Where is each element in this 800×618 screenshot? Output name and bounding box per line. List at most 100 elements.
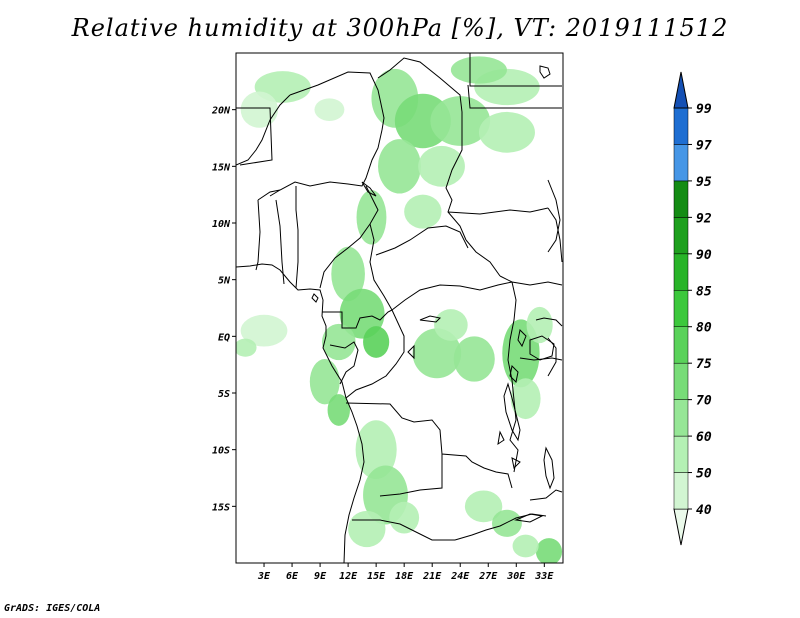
humidity-patch [404,194,442,229]
border-kenya-uganda [535,317,563,327]
colorbar-label: 50 [696,467,712,482]
humidity-patch [236,338,257,357]
colorbar-box [673,290,689,327]
y-tick-label: 20N [211,106,231,117]
colorbar-box [673,144,689,182]
humidity-patch [327,394,350,426]
lake-kivu [509,364,519,384]
x-tick-label: 30E [506,571,526,582]
colorbar-box [673,472,689,510]
humidity-patch [526,306,553,344]
border-sudan-south-sudan [447,207,549,215]
humidity-patch [453,336,495,382]
humidity-patch [464,490,503,523]
colorbar-box [673,435,689,473]
humidity-patch [339,288,385,339]
humidity-patch [240,91,279,128]
lake-tanganyika [503,382,521,442]
colorbar-label: 80 [696,321,712,336]
x-tick-label: 9E [314,571,327,582]
lake-kariba [514,513,544,523]
border-egypt-sudan [467,84,562,109]
x-tick-label: 33E [534,571,554,582]
border-south-sudan-drc [499,275,563,286]
colorbar-label: 90 [696,248,712,263]
ethiopia-edge [547,179,561,253]
border-car-drc [391,281,513,311]
humidity-patch [510,378,541,420]
border-libya-chad [377,57,463,113]
colorbar-upper-triangle [673,71,689,109]
border-congo-drc [345,309,405,399]
y-tick-label: 5N [218,276,231,287]
colorbar-box [673,180,689,218]
humidity-patch [240,314,288,347]
border-mauritania-mali [236,107,273,166]
border-nigeria-benin [295,186,299,289]
humidity-patch [491,509,522,537]
colorbar-label: 85 [696,284,712,299]
colorbar-box [673,107,689,145]
humidity-patch [535,538,563,563]
lake-chad [361,181,377,197]
humidity-patch [478,111,535,153]
border-drc-east [507,281,519,473]
y-tick-label: EQ [218,332,230,343]
map-axis-ticks: 3E 6E 9E 12E 15E 18E 21E 24E 27E 30E 33E 20N 15N 10N 5… [211,106,554,582]
colorbar-box [673,217,689,255]
border-gabon-south [329,341,359,385]
colorbar-box [673,326,689,364]
x-tick-label: 3E [257,571,271,582]
y-tick-label: 5S [218,389,230,400]
lake-turkana [539,65,551,79]
colorbar-label: 40 [696,503,712,518]
lake-albert [517,328,527,348]
colorbar-label: 92 [696,211,712,226]
lake-victoria [529,335,555,361]
colorbar-label: 60 [696,430,712,445]
y-tick-label: 10S [212,446,230,457]
humidity-patch [355,420,397,480]
x-tick-label: 6E [286,571,299,582]
y-tick-label: 10N [212,219,231,230]
river-shape-1 [419,315,442,323]
x-tick-label: 27E [478,571,498,582]
lake-bangweulu [511,457,521,470]
border-libya-egypt [469,53,562,87]
humidity-patch [331,246,365,302]
border-burkina [257,189,281,201]
colorbar-label: 99 [696,102,712,117]
border-algeria-niger [289,71,385,131]
border-chad-sudan [445,112,467,241]
border-congo-gabon [322,309,393,329]
map-frame [235,52,564,564]
border-angola-zambia [379,454,443,497]
humidity-patch [434,309,468,341]
lake-malawi [543,446,555,490]
humidity-field [236,56,563,563]
y-tick-label: 15S [212,502,230,513]
humidity-patch [363,326,390,358]
border-angola-namibia [352,519,455,541]
colorbar-label: 75 [696,357,712,372]
x-tick-label: 24E [450,571,470,582]
border-benin-togo [275,199,285,285]
x-tick-label: 15E [367,571,386,582]
humidity-patch [412,328,462,379]
colorbar-label: 95 [696,175,712,190]
humidity-patch [309,359,340,405]
border-tanzania-mozambique [529,489,563,501]
humidity-patch [378,139,421,194]
country-borders [236,53,563,563]
border-niger-chad [269,129,383,197]
island-shape [311,293,319,303]
humidity-patch [450,56,507,84]
x-tick-label: 12E [339,571,358,582]
x-tick-label: 18E [395,571,414,582]
humidity-patch [356,190,387,245]
colorbar-lower-triangle [673,508,689,546]
colorbar-label: 70 [696,394,712,409]
colorbar-box [673,362,689,400]
